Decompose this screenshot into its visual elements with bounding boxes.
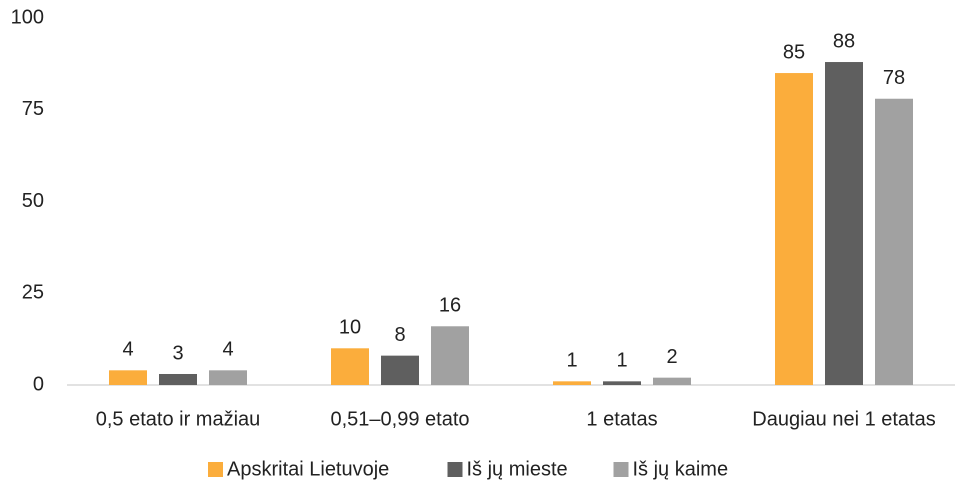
data-label: 4: [222, 339, 233, 361]
bar: [331, 348, 369, 385]
x-tick-label: Daugiau nei 1 etatas: [752, 408, 935, 430]
bar: [653, 377, 691, 385]
data-label: 4: [122, 339, 133, 361]
bar: [159, 373, 197, 385]
data-label: 2: [666, 346, 677, 368]
data-label: 8: [394, 324, 405, 346]
legend-label: Iš jų mieste: [467, 458, 568, 480]
y-tick-label: 25: [22, 282, 44, 304]
legend-label: Iš jų kaime: [633, 458, 729, 480]
bar: [825, 62, 863, 385]
y-tick-label: 100: [11, 6, 44, 28]
legend-swatch: [447, 462, 463, 477]
data-label: 78: [883, 67, 905, 89]
legend-swatch: [208, 462, 223, 477]
data-label: 88: [833, 30, 855, 52]
data-label: 1: [616, 350, 627, 372]
y-tick-label: 50: [22, 190, 44, 212]
bar: [381, 355, 419, 385]
bar: [109, 370, 147, 385]
bar: [775, 73, 813, 386]
x-tick-label: 0,5 etato ir mažiau: [96, 408, 261, 430]
bar: [209, 370, 247, 385]
x-tick-label: 1 etatas: [586, 408, 657, 430]
legend-swatch: [613, 462, 629, 477]
bar: [603, 381, 641, 385]
data-label: 85: [783, 41, 805, 63]
data-label: 3: [172, 342, 183, 364]
legend-label: Apskritai Lietuvoje: [227, 458, 389, 480]
bar: [875, 98, 913, 386]
y-tick-label: 0: [33, 373, 44, 395]
data-label: 1: [566, 350, 577, 372]
x-tick-label: 0,51–0,99 etato: [330, 408, 469, 430]
bar: [431, 326, 469, 385]
data-label: 16: [439, 295, 461, 317]
y-tick-label: 75: [22, 98, 44, 120]
data-label: 10: [339, 317, 361, 339]
bar: [553, 381, 591, 385]
